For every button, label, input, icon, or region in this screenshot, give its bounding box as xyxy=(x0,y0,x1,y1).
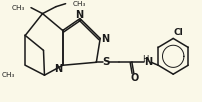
Text: N: N xyxy=(100,34,108,44)
Text: CH₃: CH₃ xyxy=(1,72,15,78)
Text: N: N xyxy=(143,57,152,67)
Text: CH₃: CH₃ xyxy=(12,5,25,11)
Text: O: O xyxy=(130,73,138,83)
Text: N: N xyxy=(75,10,83,20)
Text: Cl: Cl xyxy=(172,28,182,37)
Text: CH₃: CH₃ xyxy=(72,1,85,7)
Text: N: N xyxy=(54,64,62,74)
Text: H: H xyxy=(141,55,148,64)
Text: S: S xyxy=(102,57,109,67)
